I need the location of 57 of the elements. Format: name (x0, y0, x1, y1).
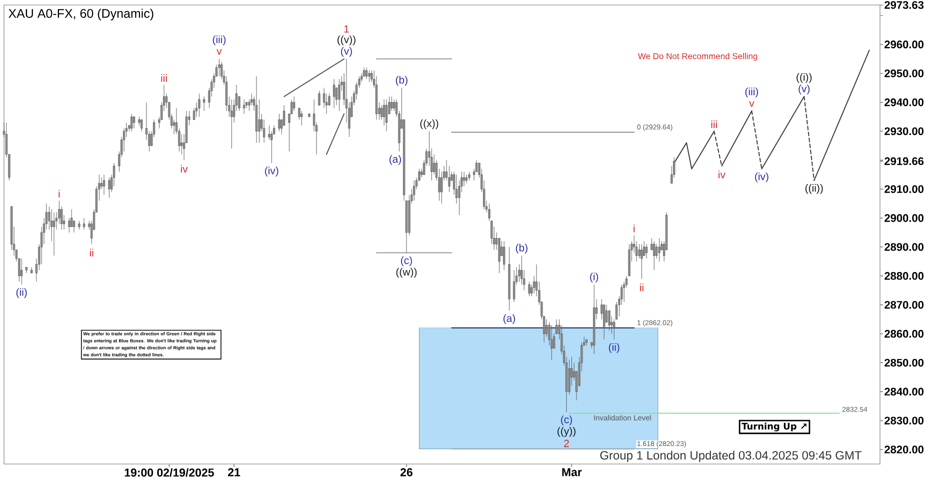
y-tick-label: 2919.66 (884, 157, 924, 166)
annotation: ii (90, 248, 94, 256)
x-tick-label: 26 (400, 468, 412, 476)
annotation: (ii) (16, 288, 27, 298)
annotation: (a) (389, 155, 401, 165)
annotation: (ii) (608, 343, 620, 353)
annotation: (c) (561, 416, 572, 426)
annotation: ((ii)) (805, 184, 823, 194)
annotation: 1 (344, 25, 349, 33)
y-tick-label: 2880.00 (884, 272, 924, 280)
y-tick-label: 2960.00 (884, 40, 924, 48)
y-tick-label: 2820.00 (884, 446, 924, 454)
annotation: ((v)) (338, 36, 356, 46)
annotation: (b) (516, 244, 528, 254)
y-tick-label: 2830.00 (884, 416, 924, 424)
annotation: (b) (396, 76, 408, 86)
y-tick-label: 2950.00 (884, 69, 924, 78)
y-tick-label: 2910.00 (884, 185, 924, 194)
y-tick-label: 2900.00 (884, 214, 924, 222)
annotation: ((i)) (796, 73, 812, 83)
annotation: (i) (590, 272, 598, 282)
annotation: iv (180, 164, 188, 172)
annotation: (v) (340, 47, 352, 57)
y-tick-label: 2973.63 (884, 1, 924, 9)
annotation: (iii) (212, 36, 226, 46)
annotation: v (749, 101, 754, 107)
y-tick-label: 2850.00 (884, 358, 924, 367)
annotation: (a) (503, 314, 516, 324)
annotation: We Do Not Recommend Selling (638, 52, 758, 61)
y-tick-label: 2860.00 (884, 330, 924, 338)
annotation: iii (711, 120, 717, 128)
annotation: (iii) (745, 88, 758, 98)
annotation: iv (718, 170, 726, 178)
annotation: ((y)) (558, 427, 576, 437)
annotation: ((x)) (420, 119, 438, 130)
annotation: Turning Up ↗ (742, 422, 806, 432)
x-tick-label: 19:00 02/19/2025 (124, 468, 214, 477)
annotation: (c) (401, 256, 412, 266)
annotation: (iv) (264, 166, 278, 176)
annotation: (iv) (755, 172, 768, 182)
annotation: i (634, 224, 635, 232)
annotation: ((w)) (396, 268, 417, 278)
x-tick-label: Mar (562, 468, 582, 476)
y-tick-label: 2840.00 (884, 388, 924, 396)
annotation: v (216, 49, 222, 55)
annotation: iii (161, 74, 167, 82)
annotation: i (58, 190, 60, 198)
y-tick-label: 2930.00 (884, 127, 924, 136)
annotation: (v) (798, 84, 810, 94)
chart-title: XAU A0-FX, 60 (Dynamic) (8, 8, 154, 20)
y-tick-label: 2870.00 (884, 300, 924, 309)
annotation: Group 1 London Updated 03.04.2025 09:45 GMT (600, 450, 862, 462)
annotation: ii (640, 284, 644, 292)
annotation: 2 (564, 440, 569, 448)
y-tick-label: 2940.00 (884, 98, 924, 106)
y-tick-label: 2890.00 (884, 243, 924, 251)
x-tick-label: 21 (228, 468, 240, 476)
